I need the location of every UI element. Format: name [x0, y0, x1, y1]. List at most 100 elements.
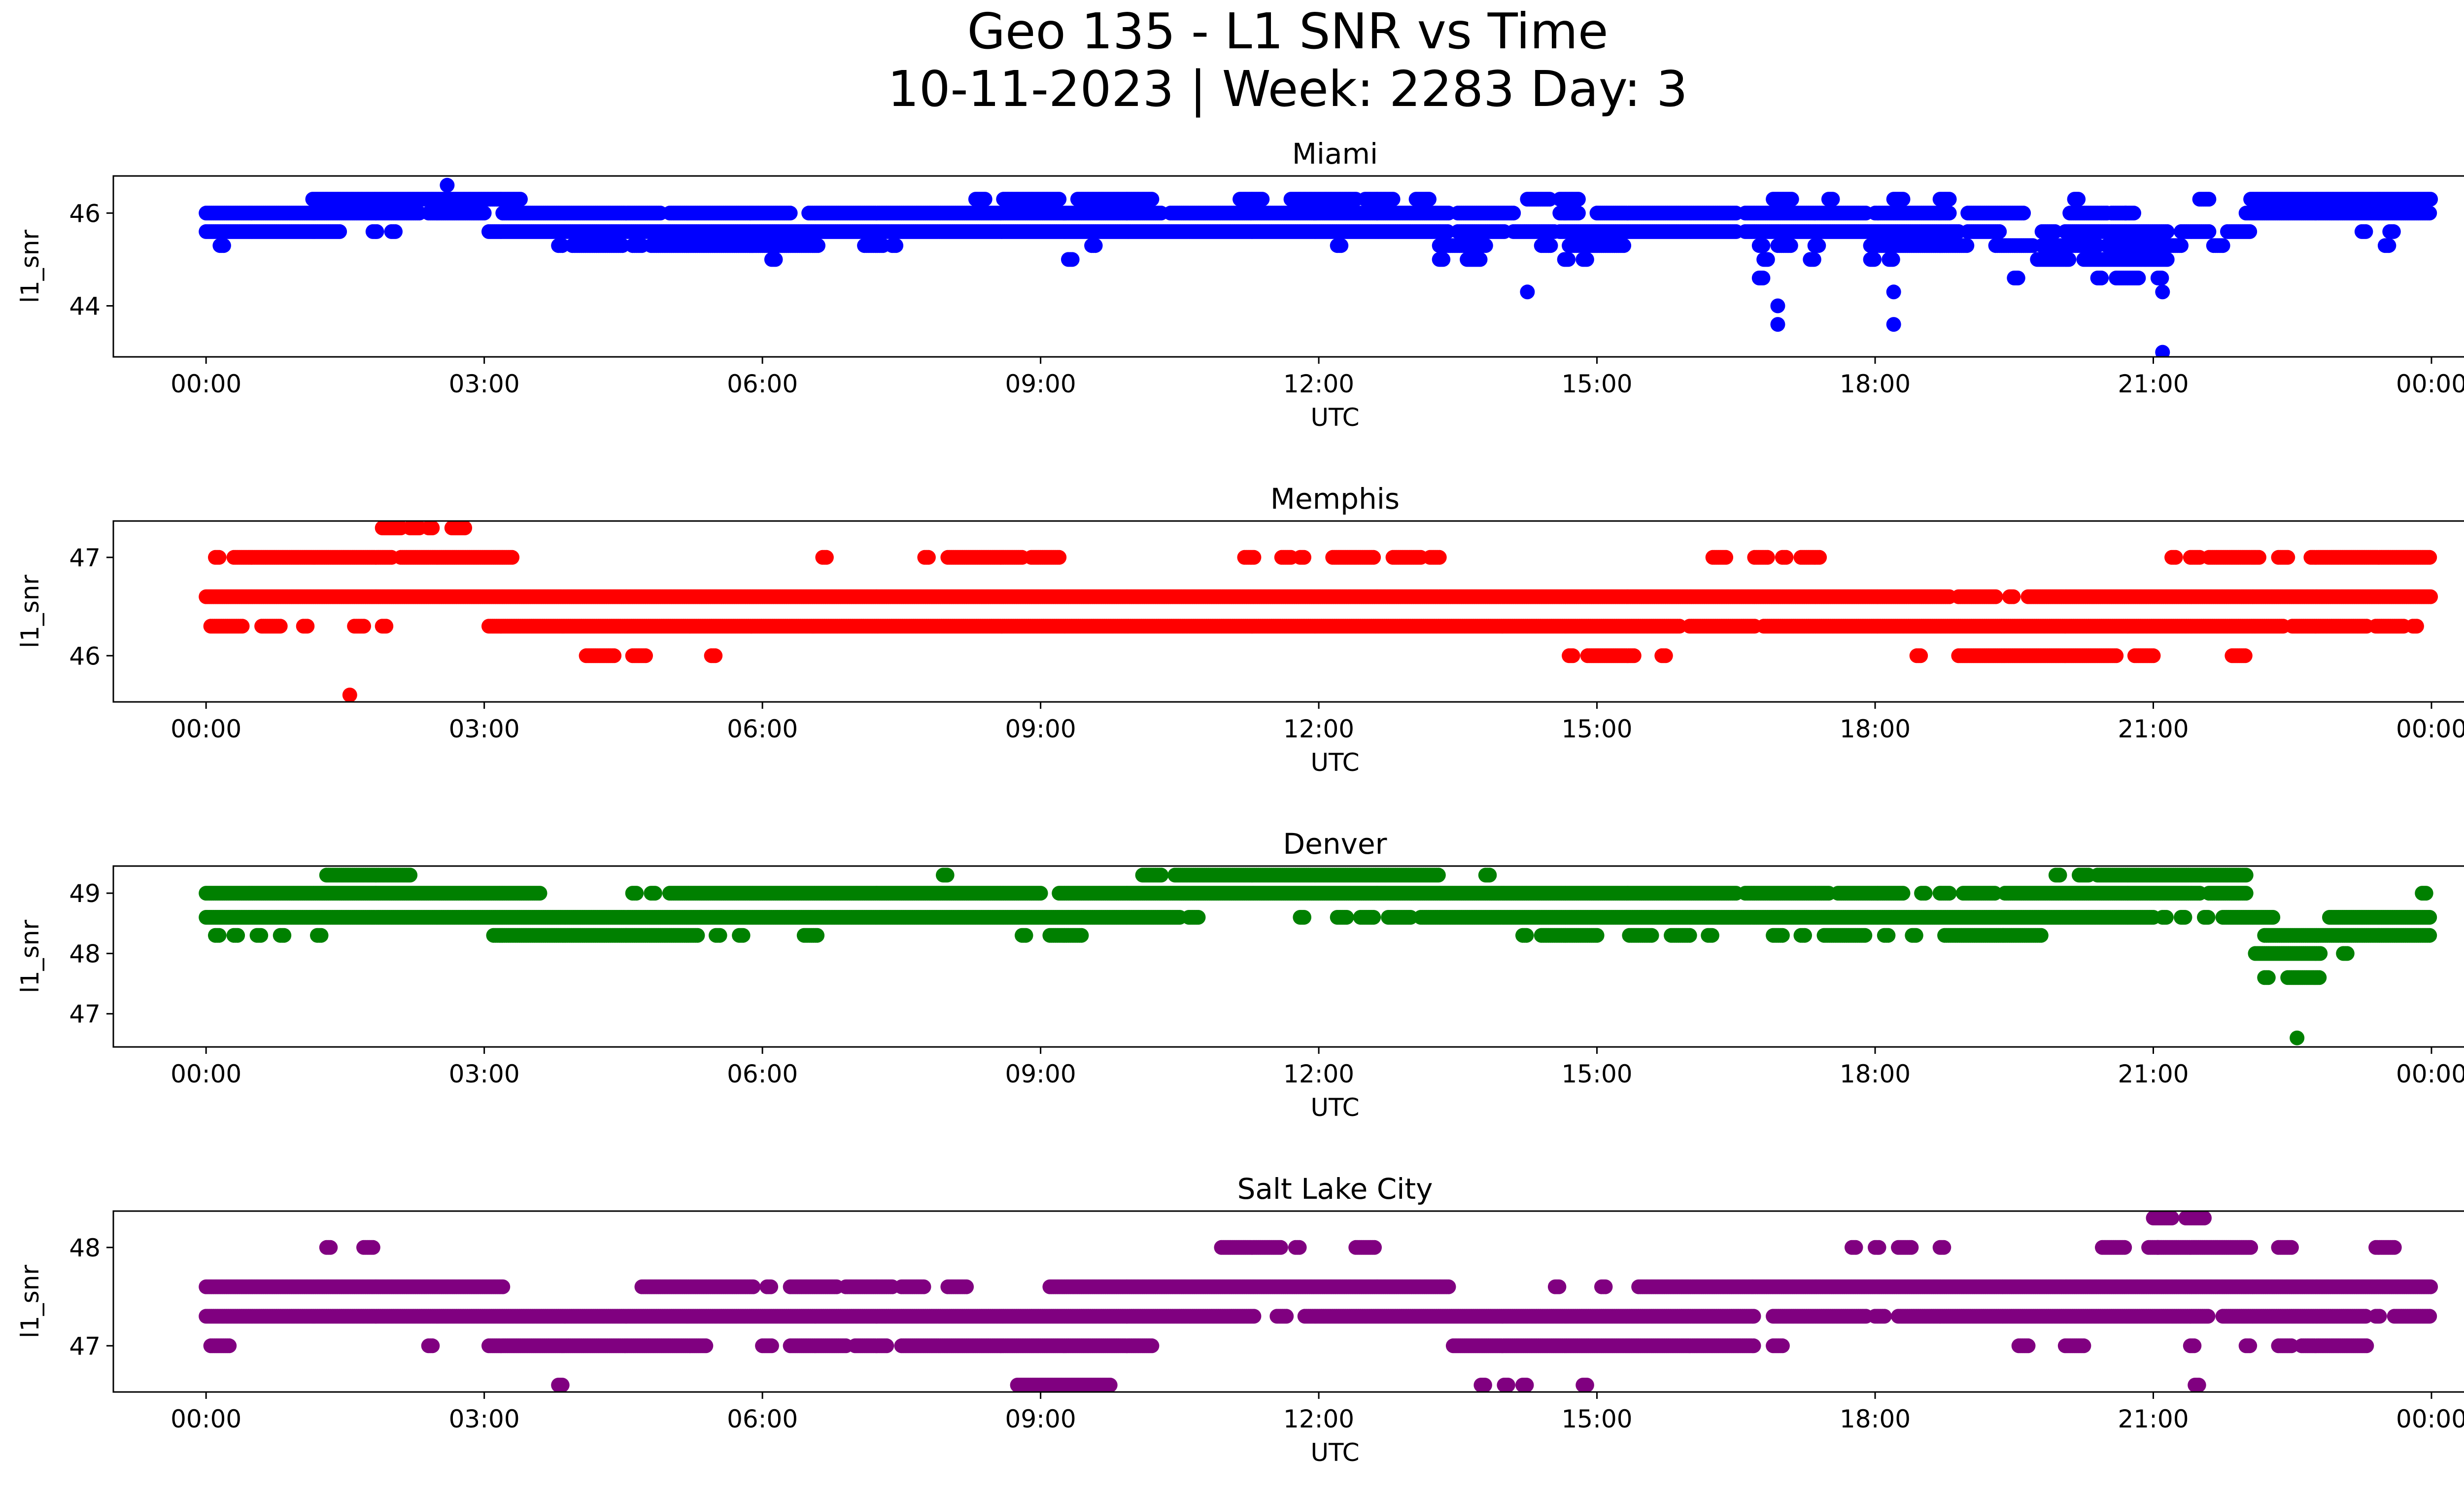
- data-point: [2048, 224, 2063, 239]
- data-point: [1052, 192, 1067, 207]
- data-point: [1543, 238, 1558, 253]
- x-tick-label: 21:00: [2118, 370, 2189, 398]
- data-point: [1885, 252, 1900, 267]
- data-point: [2422, 550, 2437, 565]
- x-tick-label: 03:00: [449, 370, 520, 398]
- x-tick-label: 00:00: [171, 370, 241, 398]
- figure-title-line2: 10-11-2023 | Week: 2283 Day: 3: [888, 60, 1687, 118]
- data-point: [477, 206, 492, 221]
- data-point: [1144, 192, 1160, 207]
- data-point: [2423, 589, 2438, 604]
- data-point: [1784, 192, 1799, 207]
- data-point: [1959, 238, 1975, 253]
- data-point: [513, 192, 528, 207]
- data-point: [1760, 252, 1775, 267]
- data-point: [1571, 206, 1586, 221]
- data-point: [505, 550, 520, 565]
- data-point: [457, 521, 473, 535]
- data-point: [1770, 317, 1785, 332]
- data-point: [1942, 192, 1957, 207]
- x-tick-label: 09:00: [1005, 370, 1076, 398]
- data-point: [1886, 317, 1901, 332]
- x-tick-label: 06:00: [727, 370, 798, 398]
- data-point: [1542, 192, 1557, 207]
- data-point: [1571, 192, 1586, 207]
- data-point: [1366, 550, 1381, 565]
- data-point: [1064, 252, 1080, 267]
- data-point: [1246, 550, 1262, 565]
- data-point: [1867, 252, 1882, 267]
- data-point: [2381, 238, 2396, 253]
- data-point: [273, 619, 288, 634]
- data-point: [378, 619, 394, 634]
- data-point: [1992, 224, 2007, 239]
- data-point: [2016, 206, 2031, 221]
- scatter-points: [199, 521, 2438, 702]
- data-point: [1472, 252, 1488, 267]
- data-point: [1806, 252, 1821, 267]
- subplot-title: Miami: [1292, 137, 1378, 171]
- y-tick-label: 44: [69, 292, 101, 320]
- y-tick-label: 46: [69, 199, 101, 228]
- data-point: [1506, 206, 1521, 221]
- data-point: [1895, 192, 1911, 207]
- data-point: [1616, 238, 1632, 253]
- data-point: [1520, 284, 1535, 300]
- data-point: [889, 238, 904, 253]
- data-point: [2201, 224, 2217, 239]
- data-point: [1440, 224, 1455, 239]
- data-point: [768, 252, 783, 267]
- data-point: [2358, 224, 2373, 239]
- data-point: [2131, 271, 2146, 285]
- data-point: [2252, 550, 2266, 565]
- data-point: [1478, 238, 1493, 253]
- data-point: [2423, 192, 2438, 207]
- data-point: [216, 238, 231, 253]
- data-point: [921, 550, 936, 565]
- data-point: [2010, 271, 2025, 285]
- data-point: [1385, 192, 1401, 207]
- data-point: [300, 619, 315, 634]
- data-point: [2159, 224, 2175, 239]
- data-point: [2242, 224, 2258, 239]
- data-point: [1779, 550, 1794, 565]
- data-point: [1812, 550, 1827, 565]
- data-point: [811, 238, 825, 253]
- data-point: [1052, 550, 1067, 565]
- data-point: [554, 238, 570, 253]
- data-point: [2154, 271, 2169, 285]
- data-point: [1783, 238, 1798, 253]
- data-point: [332, 224, 347, 239]
- x-tick-label: 15:00: [1562, 370, 1633, 398]
- data-point: [977, 192, 992, 207]
- data-point: [1561, 252, 1576, 267]
- data-point: [1825, 192, 1840, 207]
- data-point: [1432, 550, 1447, 565]
- data-point: [2201, 192, 2217, 207]
- data-point: [440, 177, 455, 193]
- data-point: [1436, 252, 1451, 267]
- data-point: [235, 619, 250, 634]
- data-point: [2155, 284, 2170, 300]
- data-point: [425, 521, 440, 535]
- data-point: [1718, 550, 1734, 565]
- data-point: [1422, 192, 1437, 207]
- x-tick-label: 18:00: [1840, 370, 1911, 398]
- data-point: [2118, 206, 2133, 221]
- data-point: [2386, 224, 2401, 239]
- data-point: [1942, 206, 1957, 221]
- data-point: [2071, 192, 2086, 207]
- data-point: [2006, 589, 2021, 604]
- data-point: [1255, 192, 1270, 207]
- data-point: [2159, 252, 2175, 267]
- data-point: [2061, 252, 2077, 267]
- data-point: [2094, 271, 2109, 285]
- subplot-title: Memphis: [1270, 482, 1400, 516]
- data-point: [2215, 238, 2230, 253]
- data-point: [1886, 284, 1901, 300]
- y-axis-label: l1_snr: [16, 230, 44, 303]
- data-point: [615, 238, 630, 253]
